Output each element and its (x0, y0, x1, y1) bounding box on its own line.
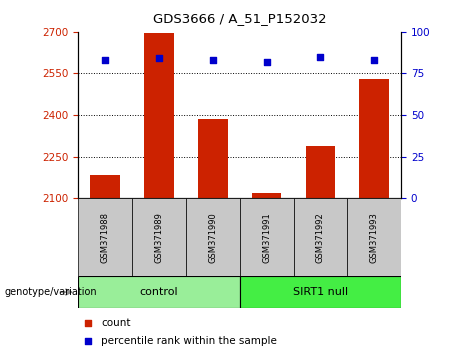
Text: GSM371992: GSM371992 (316, 212, 325, 263)
Text: GDS3666 / A_51_P152032: GDS3666 / A_51_P152032 (153, 12, 326, 25)
Text: genotype/variation: genotype/variation (5, 287, 97, 297)
Bar (240, 276, 401, 308)
Text: percentile rank within the sample: percentile rank within the sample (101, 336, 277, 346)
Point (317, 54, 324, 60)
Text: GSM371989: GSM371989 (154, 212, 164, 263)
Text: SIRT1 null: SIRT1 null (293, 287, 348, 297)
Point (101, 57, 109, 63)
Bar (186, 198, 240, 276)
Point (84, 320, 92, 326)
Point (209, 57, 217, 63)
Bar (360, 79, 389, 198)
Bar (78, 276, 240, 308)
Text: GSM371990: GSM371990 (208, 212, 217, 263)
Point (263, 59, 270, 65)
Bar (294, 198, 347, 276)
Text: GSM371991: GSM371991 (262, 212, 271, 263)
Bar (144, 33, 174, 198)
Bar (347, 198, 401, 276)
Text: GSM371988: GSM371988 (101, 212, 110, 263)
Text: control: control (140, 287, 178, 297)
Text: GSM371993: GSM371993 (370, 212, 378, 263)
Text: count: count (101, 318, 130, 328)
Bar (240, 198, 294, 276)
Bar (132, 198, 186, 276)
Bar (306, 145, 335, 198)
Point (155, 56, 163, 61)
Bar (90, 175, 120, 198)
Point (371, 57, 378, 63)
Point (84, 338, 92, 344)
Bar (252, 193, 281, 198)
Bar (78, 198, 132, 276)
Bar (198, 119, 228, 198)
